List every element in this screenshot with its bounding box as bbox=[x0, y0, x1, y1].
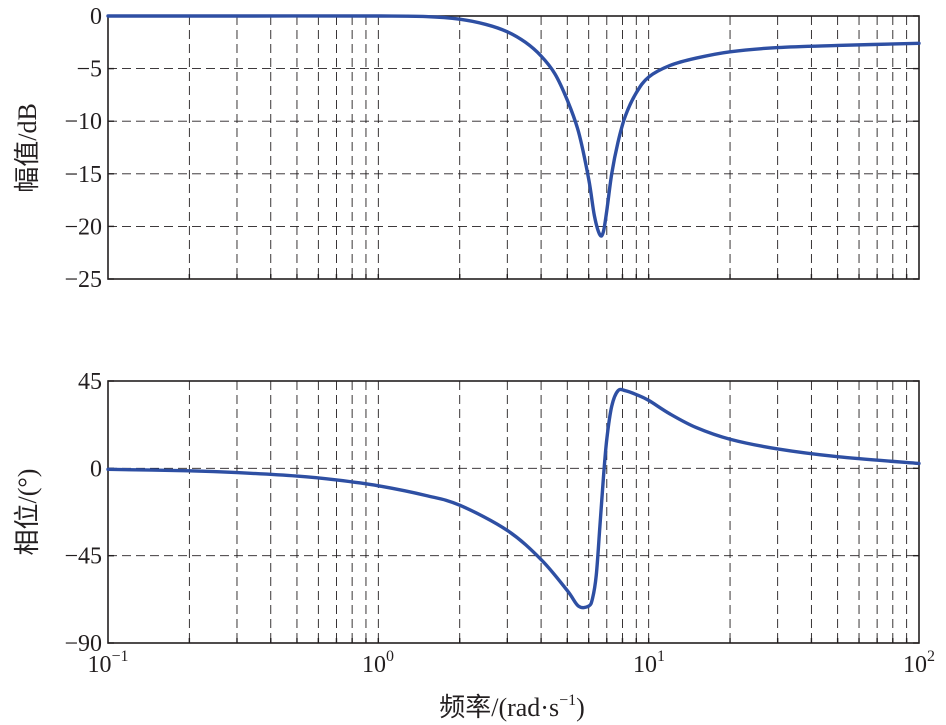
magnitude-y-tick-label: −10 bbox=[64, 109, 102, 135]
phase-y-tick-label: −90 bbox=[64, 631, 102, 657]
phase-y-axis-label: 相位/(°) bbox=[13, 469, 42, 556]
magnitude-y-axis-label: 幅值/dB bbox=[13, 103, 42, 193]
x-tick-labels: 10−1 100 101 102 bbox=[87, 648, 935, 678]
magnitude-plot-frame bbox=[107, 15, 920, 280]
magnitude-panel: 0 −5 −10 −15 −20 −25 bbox=[64, 4, 921, 293]
magnitude-y-tick-label: 0 bbox=[90, 4, 102, 30]
x-tick-label: 102 bbox=[903, 648, 935, 678]
phase-y-tick-label: −45 bbox=[64, 544, 102, 570]
magnitude-y-tick-label: −25 bbox=[64, 267, 102, 293]
x-tick-label: 100 bbox=[362, 648, 394, 678]
phase-y-tick-label: 0 bbox=[90, 456, 102, 482]
magnitude-curve bbox=[106, 14, 921, 238]
magnitude-y-tick-label: −15 bbox=[64, 162, 102, 188]
phase-plot-frame bbox=[107, 380, 920, 644]
phase-y-tick-label: 45 bbox=[78, 369, 102, 395]
phase-panel: 45 0 −45 −90 bbox=[64, 369, 921, 657]
phase-curve bbox=[106, 387, 921, 610]
x-tick-label: 10−1 bbox=[87, 648, 128, 678]
x-axis-label: 频率/(rad·s−1) bbox=[439, 692, 585, 722]
magnitude-y-tick-label: −20 bbox=[64, 214, 102, 240]
x-tick-label: 101 bbox=[633, 648, 665, 678]
magnitude-y-tick-label: −5 bbox=[76, 57, 102, 83]
